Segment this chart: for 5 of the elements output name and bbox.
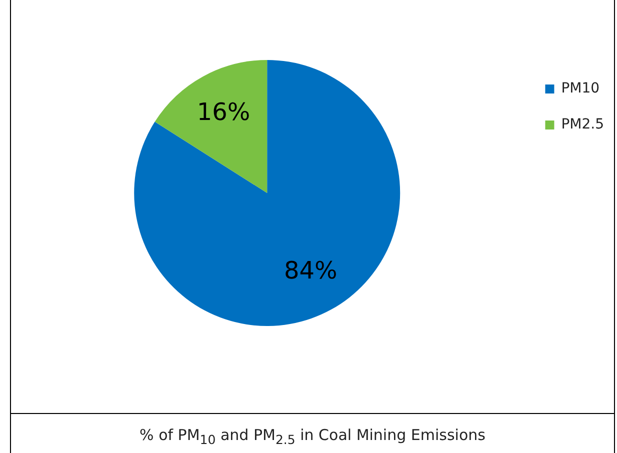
data-label: 84% (284, 256, 338, 284)
data-label: 16% (196, 98, 250, 126)
text: % of PM$_{10}$ and PM$_{2.5}$ in Coal Mining Emissions (11, 413, 614, 447)
legend-label: PM2.5 (561, 116, 604, 133)
legend-label: PM10 (561, 80, 600, 97)
